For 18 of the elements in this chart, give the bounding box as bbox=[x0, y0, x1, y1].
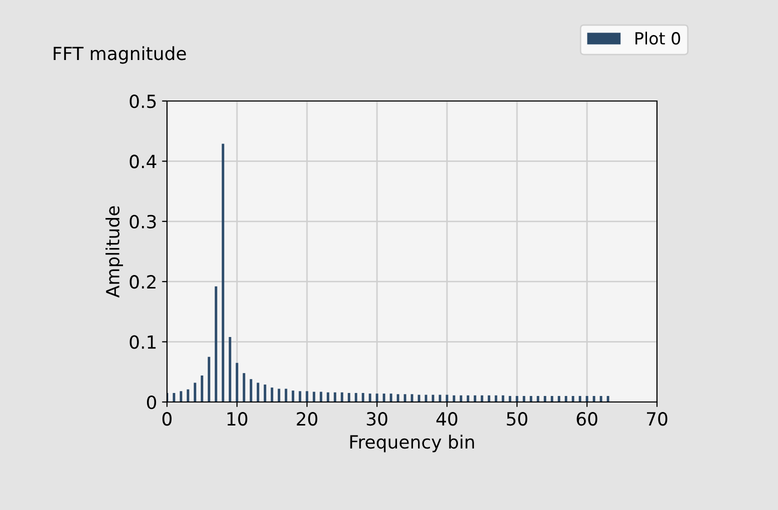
x-tick-label: 60 bbox=[576, 412, 598, 426]
chart-title: FFT magnitude bbox=[54, 46, 186, 64]
legend-label: Plot 0 bbox=[636, 32, 680, 45]
y-tick-label: 0.1 bbox=[130, 335, 156, 349]
x-tick-label: 50 bbox=[506, 412, 528, 426]
x-tick-label: 20 bbox=[296, 412, 318, 426]
x-tick-label: 70 bbox=[646, 412, 668, 426]
y-tick-label: 0.5 bbox=[130, 94, 156, 108]
x-tick-label: 0 bbox=[162, 412, 172, 426]
y-tick-label: 0.3 bbox=[130, 214, 156, 229]
x-tick-label: 40 bbox=[436, 412, 458, 426]
x-axis-title: Frequency bin bbox=[350, 434, 474, 452]
x-tick-label: 30 bbox=[366, 412, 388, 426]
y-tick-label: 0.2 bbox=[130, 275, 156, 289]
y-tick-label: 0.4 bbox=[130, 154, 156, 168]
y-tick-label: 0 bbox=[146, 395, 156, 410]
y-axis-title: Amplitude bbox=[106, 206, 124, 298]
x-tick-label: 10 bbox=[227, 412, 248, 426]
